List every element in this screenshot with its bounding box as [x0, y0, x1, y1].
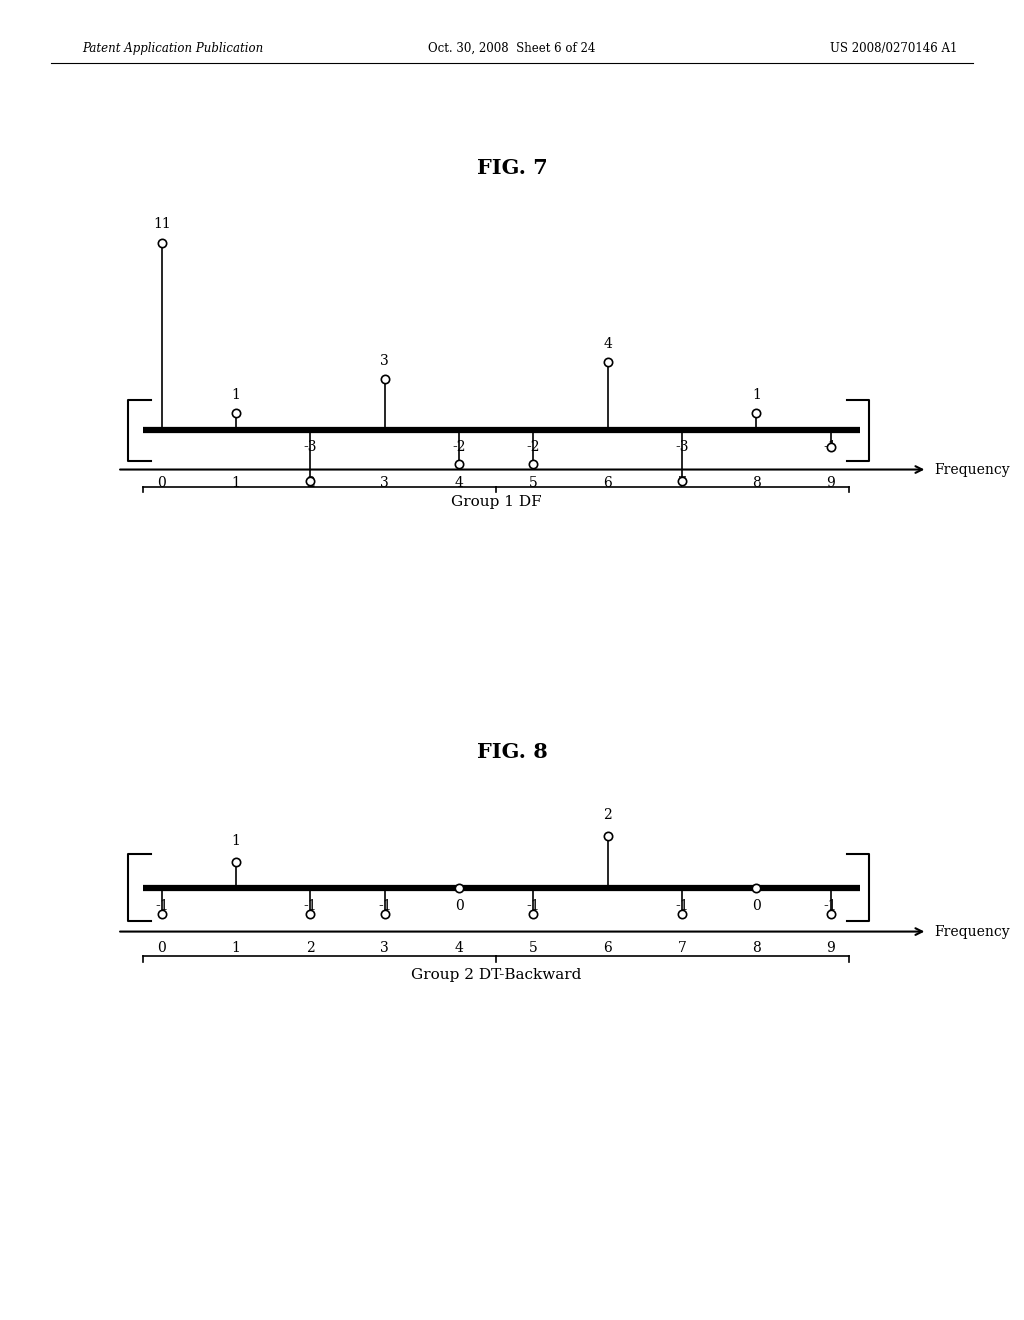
- Text: Frequency: Frequency: [935, 462, 1011, 477]
- Text: FIG. 8: FIG. 8: [476, 742, 548, 763]
- Text: 1: 1: [231, 941, 241, 954]
- Text: 1: 1: [231, 834, 241, 847]
- Text: 0: 0: [752, 899, 761, 913]
- Text: -1: -1: [823, 440, 838, 454]
- Text: -2: -2: [526, 440, 540, 454]
- Text: 4: 4: [455, 941, 464, 954]
- Text: 7: 7: [678, 941, 686, 954]
- Text: 0: 0: [455, 899, 464, 913]
- Text: 0: 0: [158, 475, 166, 490]
- Text: 5: 5: [529, 941, 538, 954]
- Text: 1: 1: [752, 388, 761, 403]
- Text: Frequency: Frequency: [935, 924, 1011, 939]
- Text: -2: -2: [453, 440, 466, 454]
- Text: 0: 0: [158, 941, 166, 954]
- Text: 3: 3: [380, 354, 389, 368]
- Text: -1: -1: [675, 899, 689, 913]
- Text: -1: -1: [378, 899, 391, 913]
- Text: Group 2 DT-Backward: Group 2 DT-Backward: [411, 968, 582, 982]
- Text: 3: 3: [380, 941, 389, 954]
- Text: 1: 1: [231, 388, 241, 403]
- Text: US 2008/0270146 A1: US 2008/0270146 A1: [830, 42, 957, 55]
- Text: 8: 8: [752, 475, 761, 490]
- Text: 7: 7: [678, 475, 686, 490]
- Text: -3: -3: [304, 440, 317, 454]
- Text: 4: 4: [603, 337, 612, 351]
- Text: 3: 3: [380, 475, 389, 490]
- Text: 11: 11: [153, 218, 171, 231]
- Text: -1: -1: [823, 899, 838, 913]
- Text: 1: 1: [231, 475, 241, 490]
- Text: 9: 9: [826, 941, 835, 954]
- Text: 8: 8: [752, 941, 761, 954]
- Text: 2: 2: [306, 941, 314, 954]
- Text: 6: 6: [603, 475, 612, 490]
- Text: 6: 6: [603, 941, 612, 954]
- Text: -1: -1: [155, 899, 169, 913]
- Text: 2: 2: [603, 808, 612, 822]
- Text: -1: -1: [526, 899, 541, 913]
- Text: 2: 2: [306, 475, 314, 490]
- Text: FIG. 7: FIG. 7: [476, 157, 548, 178]
- Text: 5: 5: [529, 475, 538, 490]
- Text: Patent Application Publication: Patent Application Publication: [82, 42, 263, 55]
- Text: Oct. 30, 2008  Sheet 6 of 24: Oct. 30, 2008 Sheet 6 of 24: [428, 42, 596, 55]
- Text: 9: 9: [826, 475, 835, 490]
- Text: Group 1 DF: Group 1 DF: [451, 495, 542, 510]
- Text: 4: 4: [455, 475, 464, 490]
- Text: -3: -3: [675, 440, 689, 454]
- Text: -1: -1: [304, 899, 317, 913]
